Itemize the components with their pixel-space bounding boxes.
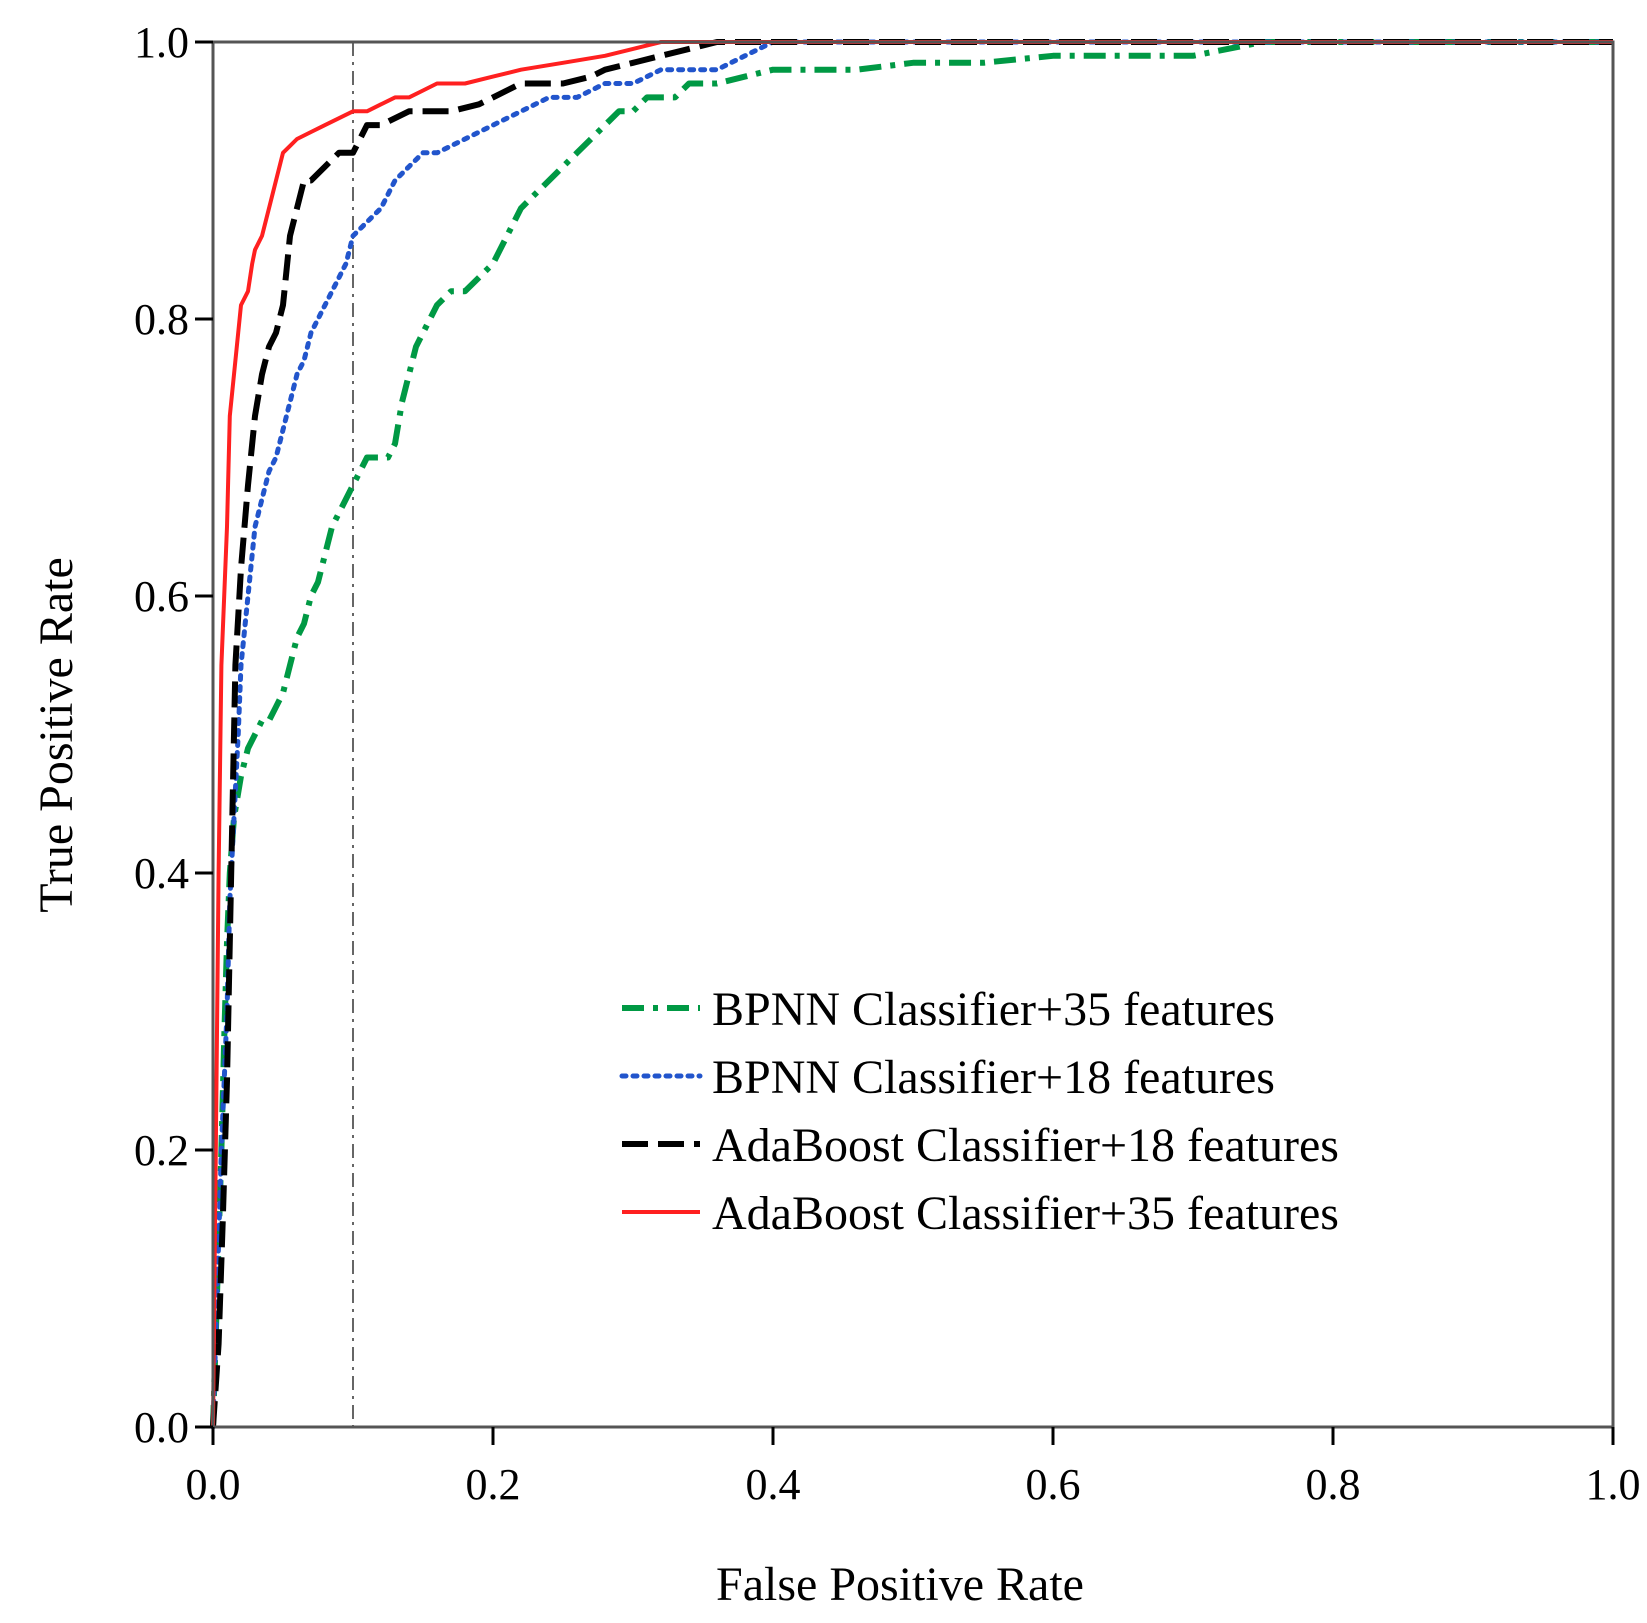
x-tick-label: 0.4	[746, 1460, 801, 1509]
series-line-1	[210, 39, 1613, 1428]
x-tick-label: 0.2	[466, 1460, 521, 1509]
series-line-2	[210, 39, 1616, 1430]
axis-layer: 0.0 0.2 0.4 0.6 0.8 1.0 0.0 0.2 0.4 0.6 0.8 1.0	[134, 18, 1641, 1509]
legend-label-3: AdaBoost Classifier+18 features	[712, 1119, 1339, 1172]
y-tick-label: 1.0	[134, 18, 189, 67]
y-tick-label: 0.0	[134, 1403, 189, 1452]
y-tick-label: 0.2	[134, 1126, 189, 1175]
legend-label-4: AdaBoost Classifier+35 features	[712, 1187, 1339, 1240]
x-axis-title: False Positive Rate	[716, 1558, 1084, 1611]
y-tick-label: 0.8	[134, 295, 189, 344]
y-axis-title: True Positive Rate	[30, 557, 83, 913]
y-tick-label: 0.6	[134, 572, 189, 621]
x-tick-label: 0.6	[1026, 1460, 1081, 1509]
legend-label-1: BPNN Classifier+35 features	[712, 983, 1275, 1036]
legend: BPNN Classifier+35 features BPNN Classifi…	[619, 983, 1339, 1240]
y-tick-label: 0.4	[134, 849, 189, 898]
x-tick-label: 1.0	[1586, 1460, 1641, 1509]
plot-frame	[211, 40, 1615, 1429]
legend-label-2: BPNN Classifier+18 features	[712, 1051, 1275, 1104]
x-tick-label: 0.8	[1306, 1460, 1361, 1509]
series-line-4	[211, 40, 1613, 1428]
x-tick-label: 0.0	[186, 1460, 241, 1509]
